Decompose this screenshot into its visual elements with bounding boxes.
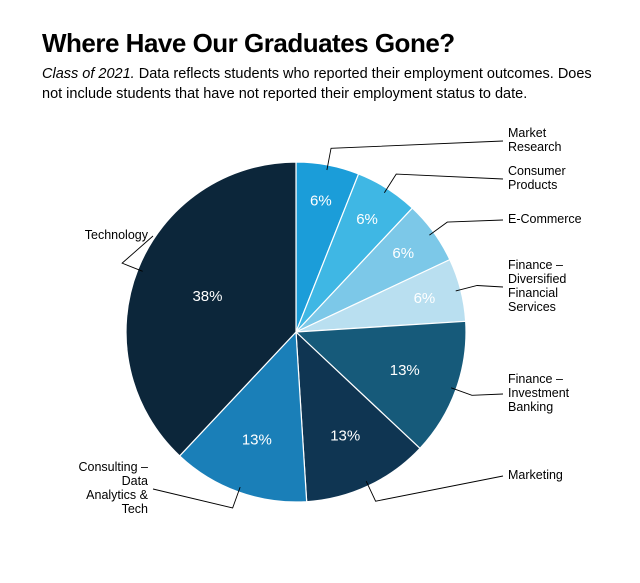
pie-pct: 13%	[242, 432, 272, 449]
pie-chart: MarketResearch ConsumerProducts E-Commerce…	[38, 122, 598, 552]
leader-line	[327, 141, 503, 170]
pie-pct: 6%	[356, 211, 378, 228]
category-label: Finance –DiversifiedFinancialServices	[508, 258, 566, 314]
pie-pct: 38%	[192, 288, 222, 305]
category-label: Consulting –DataAnalytics &Tech	[79, 460, 149, 516]
leader-line	[451, 388, 503, 395]
category-label: Marketing	[508, 468, 563, 482]
pie-pct: 6%	[414, 290, 436, 307]
pie-pct: 13%	[330, 428, 360, 445]
leader-line	[384, 174, 503, 193]
pie-svg: MarketResearch ConsumerProducts E-Commerce…	[38, 122, 618, 552]
pie-pct: 13%	[390, 362, 420, 379]
subtitle-emphasis: Class of 2021.	[42, 66, 135, 82]
category-label: Technology	[85, 228, 149, 242]
category-label: ConsumerProducts	[508, 164, 566, 192]
pie-pct: 6%	[310, 193, 332, 210]
category-label: E-Commerce	[508, 212, 582, 226]
page-subtitle: Class of 2021. Data reflects students wh…	[42, 65, 602, 104]
leader-line	[429, 220, 503, 235]
page-title: Where Have Our Graduates Gone?	[42, 28, 606, 59]
leader-line	[366, 476, 503, 501]
category-label: Finance –InvestmentBanking	[508, 372, 570, 414]
pie-pct: 6%	[392, 245, 414, 262]
leader-line	[153, 487, 240, 508]
pie-slices	[126, 162, 466, 502]
category-label: MarketResearch	[508, 126, 562, 154]
leader-line	[456, 286, 503, 291]
